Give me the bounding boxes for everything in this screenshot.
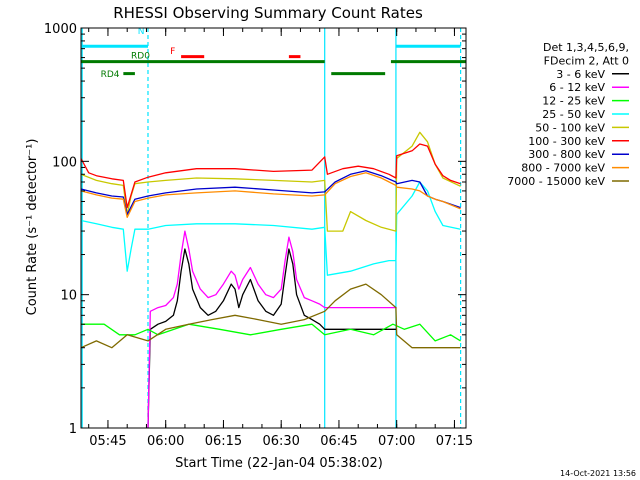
x-tick-label-0: 05:45 xyxy=(89,434,126,449)
legend-label-4: 50 - 100 keV xyxy=(535,121,605,134)
state-bar-label-f: F xyxy=(170,47,175,57)
series-line-5 xyxy=(80,143,461,209)
plot-frame xyxy=(80,27,467,429)
y-tick-label-3: 1000 xyxy=(44,22,77,37)
state-bars: N F RD0 RD4 xyxy=(81,27,466,80)
x-axis-label: Start Time (22-Jan-04 05:38:02) xyxy=(175,456,383,471)
y-tick-label-0: 1 xyxy=(69,422,77,437)
series-line-2 xyxy=(81,323,461,342)
legend-label-5: 100 - 300 keV xyxy=(528,135,605,148)
legend-label-6: 300 - 800 keV xyxy=(528,148,605,161)
series-line-4 xyxy=(80,131,461,232)
footer-date: 14-Oct-2021 13:56 xyxy=(560,469,636,478)
x-tick-label-3: 06:30 xyxy=(262,434,299,449)
x-tick-label-1: 06:00 xyxy=(147,434,184,449)
series-line-1 xyxy=(147,230,397,429)
legend-header-line-1: FDecim 2, Att 0 xyxy=(544,54,629,67)
axes: 1 10 100 1000 05:45 06:00 06:15 06:30 06:45 07:00… xyxy=(44,22,473,449)
series-line-0 xyxy=(147,248,397,429)
legend-label-3: 25 - 50 keV xyxy=(542,108,605,121)
state-bar-label-rd0: RD0 xyxy=(131,52,150,62)
y-tick-label-1: 10 xyxy=(60,289,77,304)
series-line-7 xyxy=(80,172,461,219)
legend-label-1: 6 - 12 keV xyxy=(549,81,605,94)
legend-header-line-0: Det 1,3,4,5,6,9, xyxy=(543,41,629,54)
state-bar-label-rd4: RD4 xyxy=(101,70,120,80)
series-group xyxy=(80,131,461,429)
x-tick-label-5: 07:00 xyxy=(378,434,415,449)
legend-label-8: 7000 - 15000 keV xyxy=(507,175,605,188)
chart-title: RHESSI Observing Summary Count Rates xyxy=(113,4,423,22)
series-line-3 xyxy=(80,181,461,276)
series-line-8 xyxy=(80,283,461,349)
legend-label-2: 12 - 25 keV xyxy=(542,95,605,108)
legend-label-7: 800 - 7000 keV xyxy=(521,162,605,175)
y-tick-label-2: 100 xyxy=(52,155,77,170)
x-tick-label-6: 07:15 xyxy=(436,434,473,449)
legend: Det 1,3,4,5,6,9,FDecim 2, Att 03 - 6 keV… xyxy=(507,41,629,188)
legend-label-0: 3 - 6 keV xyxy=(556,68,605,81)
state-bar-label-n: N xyxy=(138,27,145,37)
x-tick-label-2: 06:15 xyxy=(205,434,242,449)
y-axis-label: Count Rate (s⁻¹ detector⁻¹) xyxy=(25,139,40,316)
x-tick-label-4: 06:45 xyxy=(320,434,357,449)
